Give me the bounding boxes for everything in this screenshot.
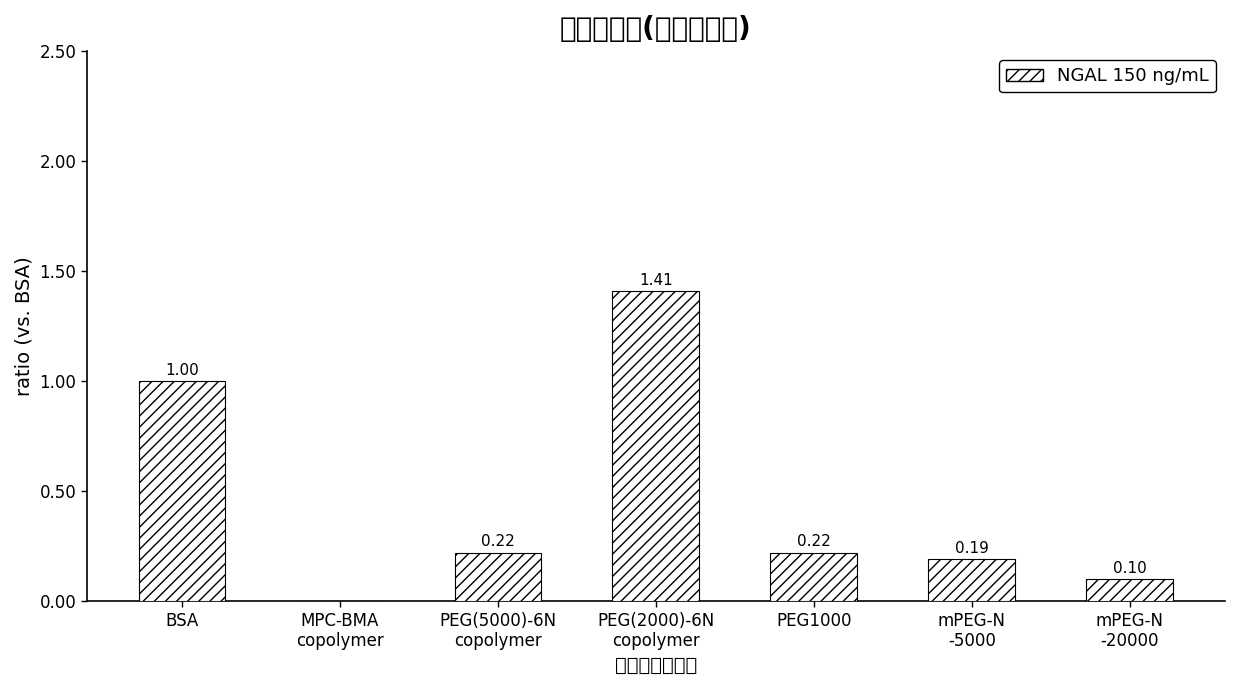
Text: 0.19: 0.19 xyxy=(955,541,988,556)
Bar xyxy=(770,553,857,601)
Y-axis label: ratio (vs. BSA): ratio (vs. BSA) xyxy=(15,256,33,396)
Bar xyxy=(613,291,699,601)
Bar xyxy=(929,560,1016,601)
Legend: NGAL 150 ng/mL: NGAL 150 ng/mL xyxy=(999,60,1216,92)
Text: 1.00: 1.00 xyxy=(165,363,198,378)
X-axis label: 封闭剂主要成分: 封闭剂主要成分 xyxy=(615,656,697,675)
Text: 0.22: 0.22 xyxy=(481,535,515,549)
Text: 0.22: 0.22 xyxy=(797,535,831,549)
Bar xyxy=(1086,579,1173,601)
Title: 试剂反应性(单克隆抗体): 试剂反应性(单克隆抗体) xyxy=(560,15,751,43)
Bar xyxy=(455,553,542,601)
Text: 0.10: 0.10 xyxy=(1114,561,1147,576)
Bar xyxy=(139,381,226,601)
Text: 1.41: 1.41 xyxy=(639,273,673,288)
